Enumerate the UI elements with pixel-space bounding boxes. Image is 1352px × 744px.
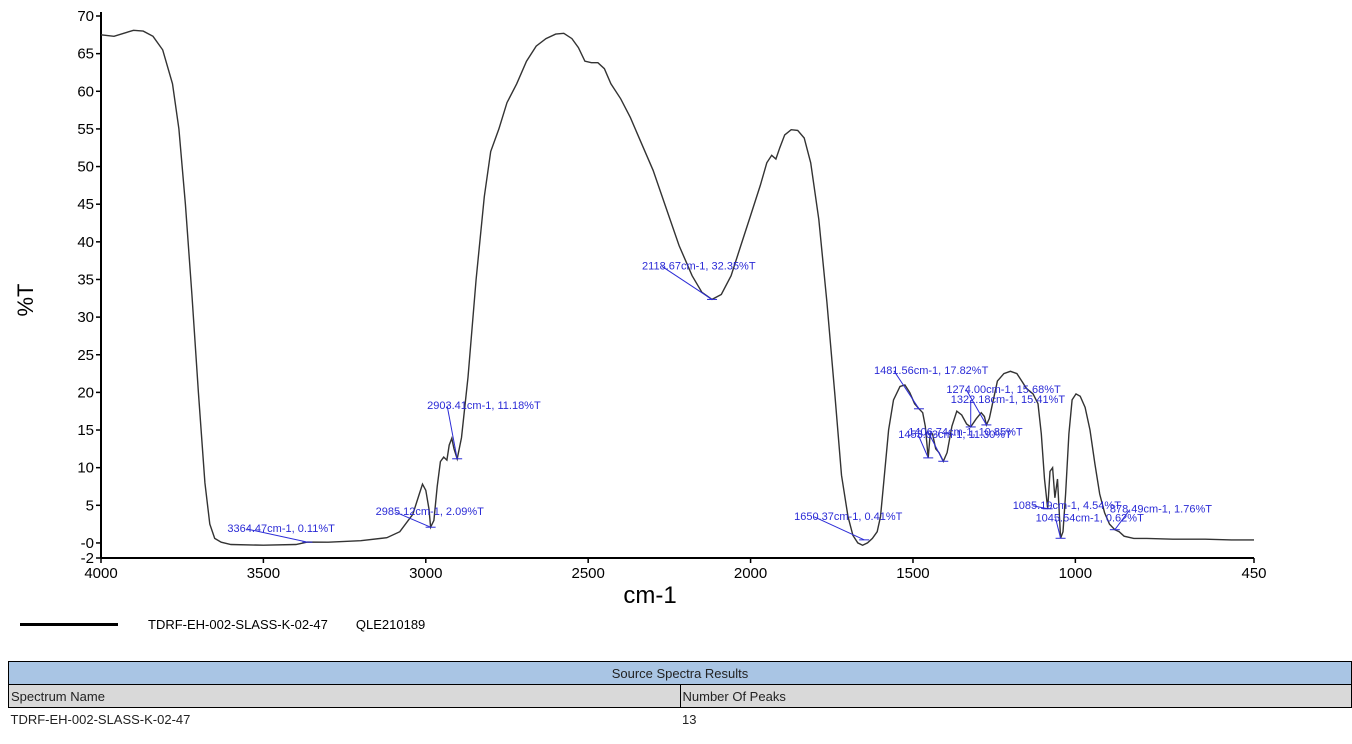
peak-leader-line: [395, 511, 431, 528]
peak-leader-line: [893, 370, 920, 410]
y-axis-label: %T: [13, 284, 38, 317]
peak-label: 1085.19cm-1, 4.54%T: [1013, 500, 1122, 512]
peak-annotations: 3364.47cm-1, 0.11%T 2985.12cm-1, 2.09%T 29…: [227, 260, 1212, 543]
chart-axes: [96, 12, 1255, 563]
peak-leader-line: [1055, 518, 1062, 539]
x-tick-label: 3000: [409, 565, 442, 582]
y-tick-label: 55: [77, 121, 94, 138]
peak-label: 3364.47cm-1, 0.11%T: [227, 523, 335, 535]
legend-sample-id: QLE210189: [355, 616, 426, 632]
results-header-row: Spectrum Name Number Of Peaks: [8, 684, 1352, 708]
y-tick-label: 50: [77, 159, 94, 176]
column-header-number-of-peaks: Number Of Peaks: [679, 684, 1352, 708]
legend-series-name: TDRF-EH-002-SLASS-K-02-47: [148, 616, 328, 632]
y-tick-label: -0: [81, 535, 94, 552]
x-tick-label: 2000: [734, 565, 767, 582]
x-tick-label: 450: [1241, 565, 1266, 582]
y-tick-label: 70: [77, 8, 94, 25]
peak-label: 2118.67cm-1, 32.35%T: [642, 260, 756, 272]
peak-label: 878.49cm-1, 1.76%T: [1110, 504, 1212, 516]
peak-label: 1045.54cm-1, 0.62%T: [1036, 512, 1145, 524]
y-tick-label: 25: [77, 347, 94, 364]
peak-leader-line: [661, 266, 713, 300]
peak-leader-line: [1114, 509, 1131, 530]
x-tick-label: 2500: [571, 565, 604, 582]
peak-label: 1481.56cm-1, 17.82%T: [874, 365, 989, 377]
peak-leader-line: [813, 516, 865, 541]
y-tick-label: 40: [77, 234, 94, 251]
x-axis-label: cm-1: [623, 582, 676, 609]
y-tick-label: 60: [77, 83, 94, 100]
chart-legend: TDRF-EH-002-SLASS-K-02-47 QLE210189: [20, 612, 453, 636]
y-tick-label: 10: [77, 460, 94, 477]
y-tick-label: 15: [77, 422, 94, 439]
x-tick-label: 4000: [84, 565, 117, 582]
spectrum-line: [100, 29, 1254, 546]
peak-leader-line: [247, 528, 308, 543]
y-tick-label: 45: [77, 196, 94, 213]
cell-number-of-peaks: 13: [682, 711, 697, 727]
table-row: TDRF-EH-002-SLASS-K-02-47 13: [9, 708, 1352, 731]
x-tick-label: 1500: [896, 565, 929, 582]
y-tick-label: 30: [77, 309, 94, 326]
peak-label: 2985.12cm-1, 2.09%T: [376, 506, 485, 518]
peak-leader-line: [965, 389, 987, 426]
source-spectra-results-table: Source Spectra Results Spectrum Name Num…: [8, 661, 1352, 730]
y-tick-label: 5: [86, 497, 94, 514]
peak-label: 1322.18cm-1, 15.41%T: [951, 394, 1066, 406]
legend-line-swatch: [20, 622, 118, 626]
y-tick-label: 65: [77, 46, 94, 63]
peak-label: 2903.41cm-1, 11.18%T: [427, 400, 541, 412]
x-tick-label: 3500: [247, 565, 280, 582]
peak-leader-line: [917, 434, 929, 459]
y-tick-label: -2: [81, 550, 94, 567]
peak-label: 1650.37cm-1, 0.41%T: [794, 511, 903, 523]
peak-label: 1453.03cm-1, 11.30%T: [898, 429, 1012, 441]
peak-leader-line: [927, 432, 944, 462]
peak-leader-line: [446, 405, 458, 459]
peak-label: 1406.74cm-1, 10.85%T: [908, 426, 1023, 438]
y-tick-label: 35: [77, 271, 94, 288]
y-tick-label: 20: [77, 384, 94, 401]
x-tick-label: 1000: [1059, 565, 1092, 582]
cell-spectrum-name: TDRF-EH-002-SLASS-K-02-47: [10, 711, 191, 727]
column-header-spectrum-name: Spectrum Name: [8, 684, 681, 708]
results-title: Source Spectra Results: [8, 661, 1352, 685]
results-title-row: Source Spectra Results: [8, 661, 1352, 685]
peak-label: 1274.00cm-1, 15.68%T: [946, 384, 1061, 396]
